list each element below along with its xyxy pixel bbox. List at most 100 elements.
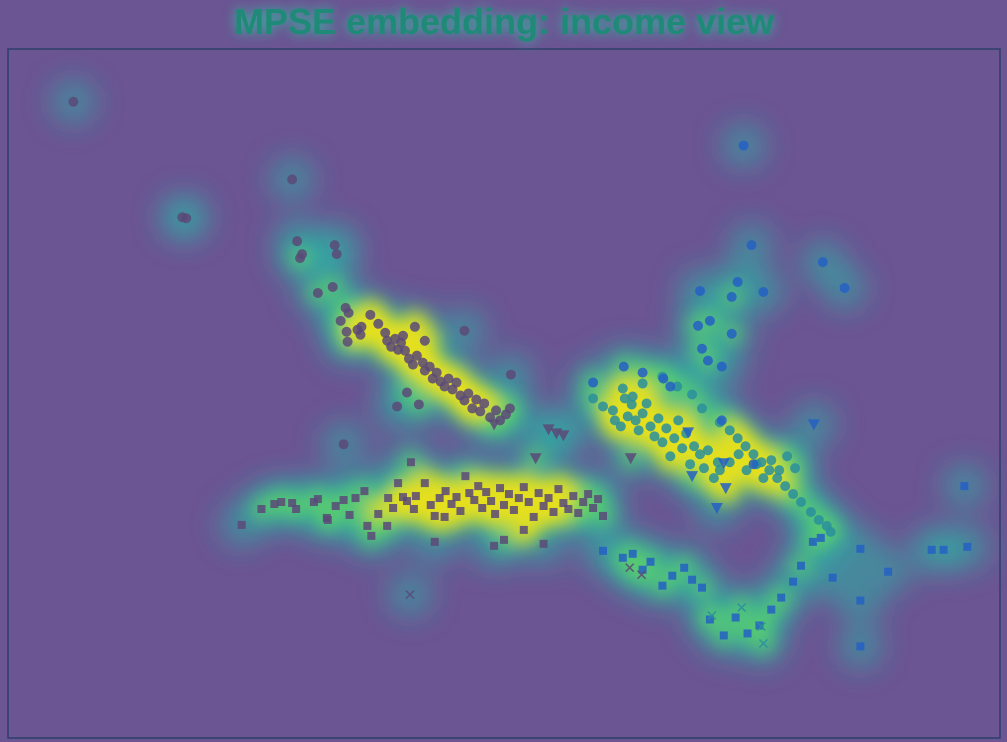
data-point <box>797 561 805 570</box>
data-point <box>539 539 548 548</box>
data-point <box>475 406 486 417</box>
data-point <box>856 642 865 651</box>
data-point <box>704 315 715 326</box>
data-point <box>698 463 709 474</box>
data-point <box>788 489 799 500</box>
data-point <box>624 453 637 465</box>
data-point <box>960 482 969 491</box>
data-point <box>467 403 478 414</box>
data-point <box>374 509 383 518</box>
data-point <box>474 482 483 491</box>
data-point <box>351 494 360 503</box>
data-point <box>407 359 418 370</box>
data-point <box>380 327 391 338</box>
data-point <box>504 403 515 414</box>
data-point <box>478 504 487 512</box>
data-point <box>789 577 798 586</box>
data-point <box>758 286 769 297</box>
data-point <box>409 504 418 513</box>
data-point <box>356 321 367 332</box>
data-point <box>447 500 456 509</box>
data-point <box>637 367 648 378</box>
data-point <box>401 387 412 398</box>
data-point <box>626 399 637 410</box>
data-point <box>615 421 626 432</box>
data-point <box>549 507 558 516</box>
data-point <box>383 521 392 530</box>
data-point <box>630 415 641 426</box>
data-point <box>341 326 352 337</box>
data-point <box>653 413 664 424</box>
data-point <box>409 321 420 332</box>
data-point <box>509 505 518 514</box>
data-point <box>686 471 699 483</box>
data-point <box>782 451 793 462</box>
data-point <box>688 575 697 584</box>
data-point <box>638 565 647 574</box>
data-point <box>774 465 785 476</box>
data-point <box>345 510 354 519</box>
data-point <box>665 381 676 392</box>
data-point <box>288 499 297 508</box>
data-point <box>420 479 429 488</box>
data-point <box>777 593 786 602</box>
data-point <box>355 329 366 340</box>
data-point <box>807 419 820 431</box>
data-point <box>465 489 474 498</box>
data-point <box>698 583 706 592</box>
data-point <box>649 431 660 442</box>
data-point <box>529 453 542 465</box>
data-point <box>539 502 548 511</box>
data-point <box>542 424 555 436</box>
data-point <box>963 542 972 551</box>
data-point <box>443 373 454 384</box>
data-point <box>939 545 948 554</box>
data-point <box>405 590 415 600</box>
data-point <box>451 377 462 388</box>
data-point <box>389 504 398 512</box>
data-point <box>816 533 825 542</box>
data-point <box>312 287 323 298</box>
data-point <box>710 503 723 514</box>
data-point <box>738 140 749 151</box>
data-point <box>440 512 449 521</box>
data-point <box>622 411 633 422</box>
data-point <box>719 631 728 640</box>
data-point <box>695 449 706 460</box>
data-point <box>519 483 528 492</box>
data-point <box>430 511 439 520</box>
data-point <box>717 458 730 470</box>
data-point <box>323 515 332 524</box>
data-point <box>426 501 435 510</box>
data-point <box>619 393 630 404</box>
data-point <box>758 638 768 648</box>
data-point <box>702 445 713 456</box>
data-point <box>588 377 599 388</box>
data-point <box>825 526 836 537</box>
data-point <box>270 500 279 509</box>
data-point <box>731 613 740 622</box>
data-point <box>927 545 936 554</box>
data-point <box>569 492 578 501</box>
data-point <box>441 487 450 496</box>
data-point <box>544 494 553 503</box>
data-point <box>431 367 442 378</box>
data-point <box>557 430 570 442</box>
data-point <box>695 285 706 296</box>
data-point <box>758 473 769 484</box>
data-point <box>633 425 644 436</box>
data-point <box>534 489 543 498</box>
data-point <box>657 437 668 448</box>
data-point <box>335 315 346 326</box>
data-point <box>490 541 499 550</box>
data-point <box>584 490 593 499</box>
data-point <box>367 531 376 540</box>
data-point <box>677 443 688 454</box>
data-point <box>470 496 479 505</box>
data-point <box>181 213 192 224</box>
data-point <box>343 307 354 318</box>
data-point <box>482 488 491 497</box>
data-point <box>716 415 727 426</box>
data-point <box>297 249 308 260</box>
